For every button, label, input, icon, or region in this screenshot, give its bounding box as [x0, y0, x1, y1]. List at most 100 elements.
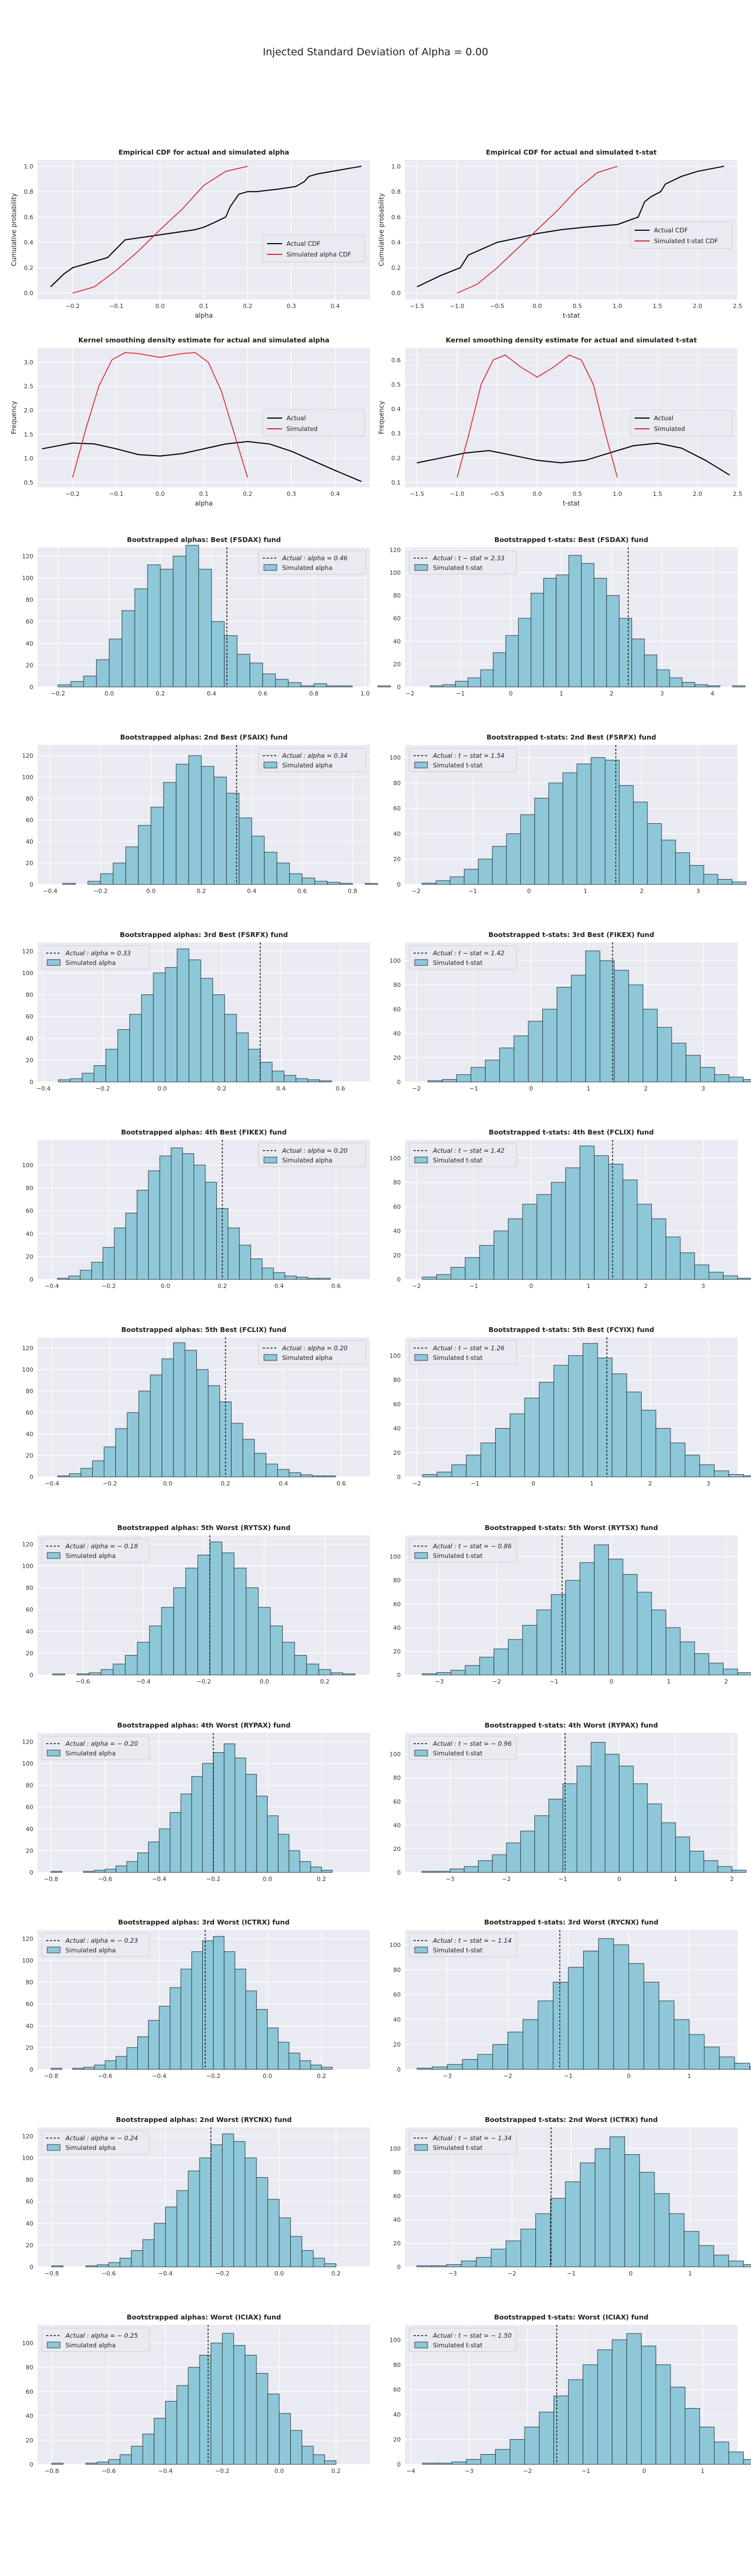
y-tick-label: 1.0: [24, 163, 34, 170]
legend-entry-actual: Actual : alpha = 0.20: [282, 1344, 348, 1352]
x-axis-label: alpha: [195, 312, 212, 319]
histogram-bar: [212, 994, 225, 1082]
histogram-bar: [296, 1277, 308, 1280]
y-tick-label: 20: [393, 1450, 401, 1457]
histogram-bar: [709, 1663, 724, 1675]
histogram-bar: [562, 772, 578, 885]
histogram-bar: [196, 1369, 209, 1477]
x-tick-label: 0.0: [156, 303, 165, 310]
histogram-bar: [276, 862, 290, 885]
x-tick-label: 0.4: [279, 1480, 289, 1487]
histogram-bar: [117, 1029, 130, 1082]
legend-entry-simulated: Simulated t-stat: [433, 564, 483, 572]
x-tick-label: −1.5: [410, 491, 424, 497]
histogram-bar: [245, 1990, 257, 2070]
legend-entry-actual: Actual : t − stat = 1.26: [432, 1344, 504, 1352]
histogram-bar: [432, 2066, 448, 2070]
histogram-bar: [680, 1252, 695, 1280]
x-tick-label: −0.2: [206, 2073, 220, 2080]
legend-entry: Actual CDF: [286, 240, 320, 247]
histogram-bar: [654, 2193, 670, 2267]
histogram-bar: [542, 1008, 557, 1082]
histogram-bar: [147, 565, 161, 687]
histogram-bar: [113, 862, 126, 885]
histogram-bar: [120, 2454, 132, 2465]
legend-swatch-simulated: [414, 2144, 428, 2151]
chart-13: −0.4 −0.2 0.0 0.2 0.4 0.6 0 20 40 60 80 100 120 Boots…: [22, 1326, 370, 1487]
x-tick-label: 1.0: [360, 690, 370, 697]
legend-box: [409, 1143, 517, 1167]
histogram-bar: [330, 1672, 343, 1675]
y-tick-label: 0.4: [392, 406, 401, 413]
y-tick-label: 100: [22, 575, 33, 582]
chart-21: −0.8 −0.6 −0.4 −0.2 0.0 0.2 0 20 40 60 80 100 120 Boo…: [22, 2116, 370, 2277]
x-tick-label: 2: [648, 1480, 652, 1487]
histogram-bar: [246, 1587, 259, 1675]
histogram-bar: [495, 1428, 511, 1477]
legend-entry-actual: Actual : t − stat = − 0.86: [432, 1542, 512, 1550]
histogram-bar: [737, 1278, 751, 1280]
y-tick-label: 60: [393, 615, 401, 622]
histogram-bar: [161, 1607, 174, 1675]
histogram-bar: [213, 1752, 225, 1873]
histogram-bar: [289, 2053, 300, 2070]
y-tick-label: 0.4: [392, 239, 401, 246]
chart-title: Bootstrapped alphas: Best (FSDAX) fund: [127, 536, 281, 544]
chart-2: −1.5 −1.0 −0.5 0.0 0.5 1.0 1.5 2.0 2.5 0.0 0.2 0.4 0…: [378, 148, 742, 319]
histogram-bar: [598, 1938, 614, 2070]
legend-entry-actual: Actual : t − stat = 1.42: [432, 1147, 504, 1154]
series-line: [457, 354, 618, 478]
y-tick-label: 120: [22, 948, 33, 955]
legend-entry-simulated: Simulated t-stat: [433, 959, 483, 967]
x-tick-label: 0.2: [320, 1678, 330, 1685]
histogram-bar: [267, 2394, 279, 2465]
chart-title: Bootstrapped t-stats: 5th Worst (RYTSX) …: [484, 1524, 658, 1532]
legend-entry-simulated: Simulated alpha: [65, 1750, 116, 1757]
x-tick-label: 0.2: [317, 1876, 327, 1883]
x-tick-label: 3: [696, 888, 700, 895]
legend-swatch-simulated: [47, 2144, 61, 2151]
histogram-bar: [199, 2355, 211, 2465]
histogram-bar: [262, 1268, 274, 1280]
x-tick-label: −2: [492, 1678, 501, 1685]
histogram-bar: [669, 2213, 684, 2267]
x-tick-label: −0.6: [98, 2073, 113, 2080]
histogram-bar: [743, 2264, 751, 2267]
histogram-bar: [661, 1822, 676, 1873]
x-tick-label: −1: [469, 1283, 478, 1290]
histogram-bar: [717, 879, 732, 885]
histogram-bar: [342, 1673, 356, 1675]
histogram-bar: [124, 1655, 138, 1675]
histogram-bar: [160, 569, 174, 687]
chart-title: Bootstrapped t-stats: 4th Best (FCLIX) f…: [489, 1128, 654, 1136]
histogram-bar: [534, 797, 549, 885]
histogram-bar: [294, 1655, 307, 1675]
y-tick-label: 0.6: [24, 214, 34, 221]
y-tick-label: 0.3: [392, 430, 401, 437]
x-tick-label: 0.2: [332, 2468, 341, 2475]
histogram-bar: [422, 1276, 437, 1280]
histogram-bar: [456, 1074, 472, 1082]
y-tick-label: 0.6: [392, 357, 401, 364]
x-tick-label: −0.2: [215, 2468, 230, 2475]
x-tick-label: 0.4: [247, 888, 256, 895]
legend-box: [409, 1933, 517, 1957]
y-tick-label: 40: [26, 1431, 33, 1438]
x-tick-label: 1.5: [653, 303, 662, 310]
histogram-bar: [51, 2265, 64, 2267]
histogram-bar: [494, 1649, 509, 1675]
histogram-bar: [278, 2413, 291, 2465]
histogram-bar: [105, 2060, 116, 2070]
x-tick-label: −3: [443, 2073, 452, 2080]
legend-entry-actual: Actual : t − stat = − 0.96: [432, 1740, 512, 1747]
histogram-bar: [131, 2446, 143, 2465]
histogram-bar: [447, 2064, 463, 2070]
histogram-bar: [227, 1227, 240, 1280]
histogram-bar: [553, 2395, 569, 2465]
y-tick-label: 40: [393, 1030, 401, 1037]
histogram-bar: [626, 2333, 642, 2465]
histogram-bar: [125, 846, 139, 885]
legend: Actual : alpha = 0.46 Simulated alpha: [258, 550, 366, 575]
histogram-bar: [58, 1079, 71, 1082]
histogram-bar: [422, 1673, 437, 1675]
